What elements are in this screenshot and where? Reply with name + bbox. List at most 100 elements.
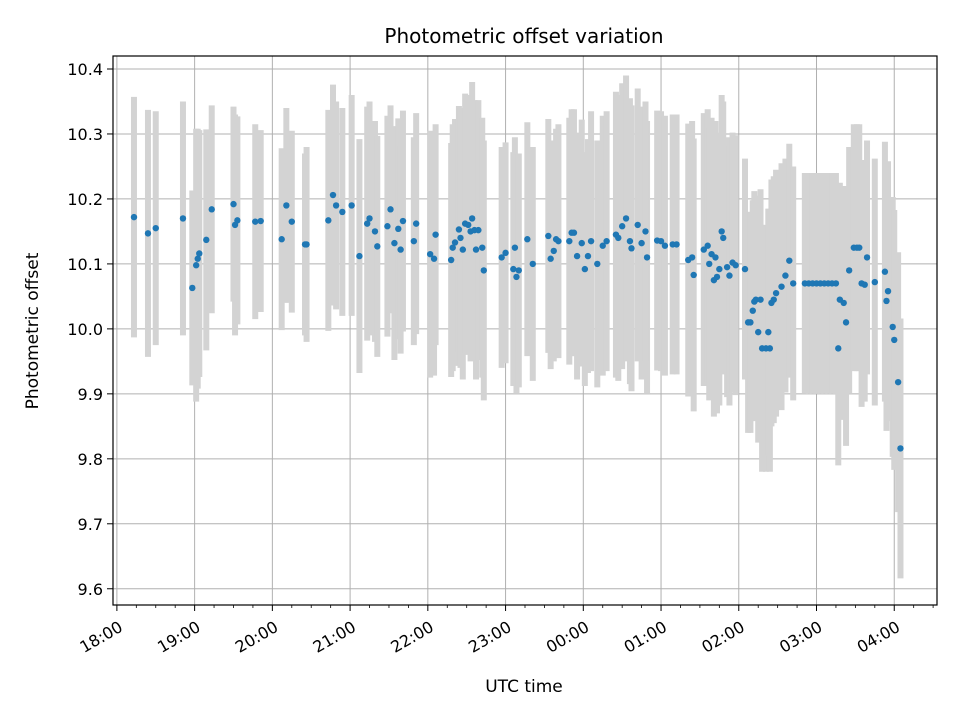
data-point [842,319,850,326]
data-point [573,252,581,260]
data-point [581,265,589,273]
data-point [599,242,606,249]
data-point [257,217,264,225]
data-point [704,242,711,249]
data-point [498,254,505,261]
data-point [720,234,727,242]
y-tick-label: 10.0 [67,320,103,339]
data-point [732,262,739,269]
y-tick-label: 10.4 [67,60,103,79]
data-point [465,221,472,229]
y-tick-label: 9.6 [78,580,103,599]
data-point [363,220,371,227]
data-point [196,250,203,257]
y-tick-label: 9.8 [78,450,103,469]
data-point [845,267,853,274]
data-point [594,260,601,268]
data-point [712,254,719,261]
data-point [894,378,902,386]
data-point [208,206,215,213]
data-point [688,254,696,261]
data-point [332,202,340,209]
data-point [706,260,713,268]
data-point [661,242,669,249]
y-tick-label: 10.1 [67,255,103,274]
data-point [881,268,889,275]
data-point [430,255,438,262]
data-point [513,273,520,281]
data-point [863,254,871,261]
data-point [371,228,379,235]
y-axis-ticks: 9.6 9.7 9.8 9.9 10.0 10.1 10.2 10.3 10.4 [67,60,113,599]
data-point [832,280,840,287]
data-point [395,225,402,233]
data-point [192,262,200,269]
data-point [144,230,152,237]
data-point [515,267,522,274]
data-point [511,244,519,251]
data-point [447,256,455,264]
y-tick-label: 10.2 [67,190,103,209]
data-point [618,223,626,230]
x-axis-label: UTC time [485,677,563,697]
data-point [412,220,420,227]
chart-title: Photometric offset variation [384,24,663,48]
data-point [510,265,517,273]
data-point [329,191,337,199]
data-point [638,239,645,247]
data-point [451,239,459,246]
data-point [179,215,187,222]
data-point [303,241,310,248]
data-point [410,237,418,245]
data-point [399,217,407,225]
data-point [457,234,464,242]
data-point [782,272,789,279]
data-point [459,246,467,253]
y-tick-label: 10.3 [67,125,103,144]
data-point [891,336,898,344]
data-point [642,228,649,235]
data-point [643,254,651,261]
data-point [480,267,487,274]
data-point [570,229,578,236]
data-point [861,281,868,288]
data-point [778,283,785,290]
data-point [889,323,896,331]
data-point [690,271,697,279]
data-point [749,307,756,314]
data-point [348,202,355,209]
data-point [718,228,725,235]
data-point [472,246,480,253]
data-point [566,237,573,245]
data-point [475,226,482,234]
data-point [673,241,680,248]
data-point [789,280,797,287]
y-axis-label: Photometric offset [23,252,43,409]
data-point [622,215,630,222]
data-point [700,246,707,253]
data-point [231,221,239,229]
data-point [387,206,394,213]
data-point [615,234,622,242]
data-point [252,218,259,225]
data-points [130,191,904,452]
data-point [203,236,210,244]
data-point [502,249,509,257]
data-point [757,296,764,303]
data-point [657,237,665,245]
data-point [770,296,777,303]
data-point [550,247,557,255]
data-point [835,345,842,352]
data-point [524,236,531,243]
data-point [397,246,404,253]
data-point [547,255,554,262]
data-point [339,208,346,216]
data-point [449,244,456,251]
data-point [634,221,641,229]
data-point [603,237,610,245]
data-point [529,260,536,268]
data-point [288,218,295,225]
data-point [230,200,237,208]
y-tick-label: 9.7 [78,515,103,534]
data-point [366,215,373,222]
